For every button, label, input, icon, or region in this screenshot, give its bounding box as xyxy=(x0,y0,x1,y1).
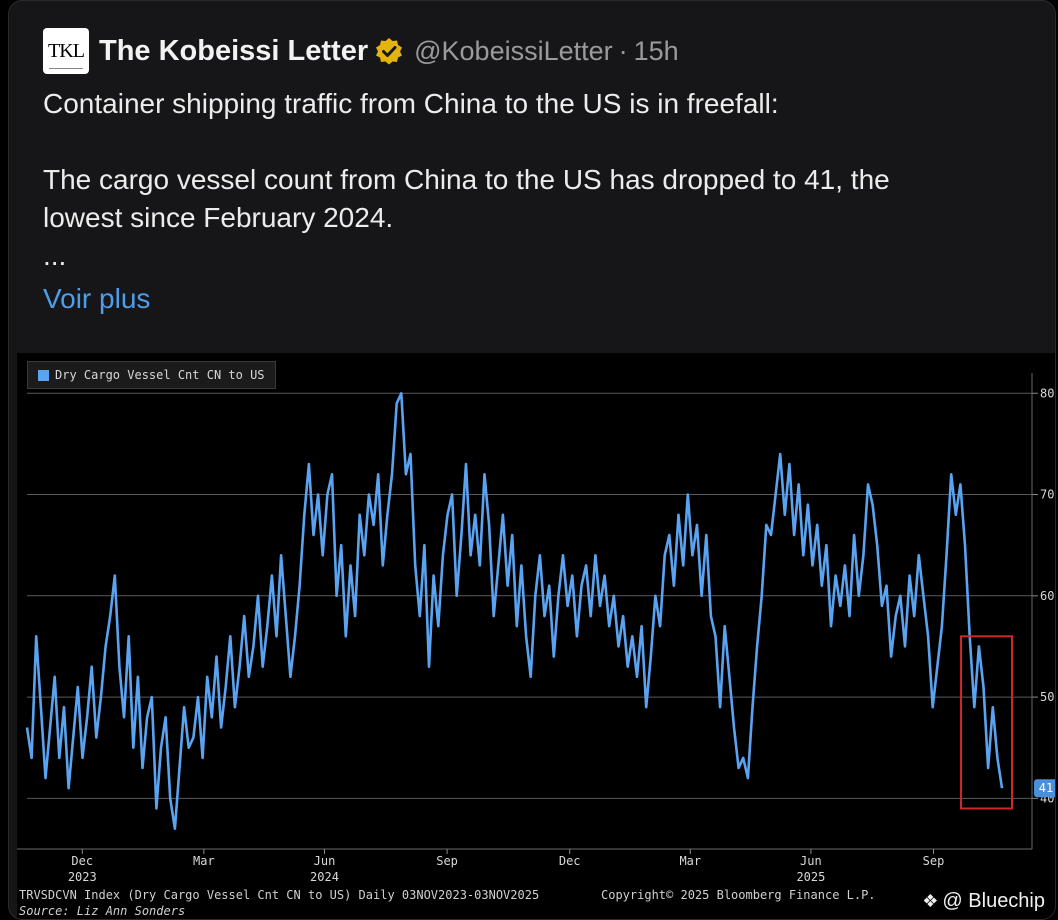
ytick-label-50: 50 xyxy=(1040,690,1054,704)
watermark: ❖ @ Bluechip xyxy=(922,890,1045,913)
xtick-label-3: Sep xyxy=(436,854,458,868)
see-more-link[interactable]: Voir plus xyxy=(43,283,151,314)
author-name[interactable]: The Kobeissi Letter xyxy=(99,34,369,67)
xtick-label-4: Dec xyxy=(559,854,581,868)
chart-copyright: Copyright© 2025 Bloomberg Finance L.P. xyxy=(601,888,876,902)
chart-index-line: TRVSDCVN Index (Dry Cargo Vessel Cnt CN … xyxy=(19,888,540,902)
tweet-line-1: Container shipping traffic from China to… xyxy=(43,88,779,119)
tweet-ellipsis: ... xyxy=(43,240,67,271)
legend-label: Dry Cargo Vessel Cnt CN to US xyxy=(55,368,265,382)
xtick-year-0: 2023 xyxy=(68,870,97,884)
avatar[interactable]: TKL xyxy=(43,28,89,74)
last-value-tag xyxy=(1034,779,1055,798)
watermark-text: @ Bluechip xyxy=(942,890,1045,912)
chart-source: Source: Liz Ann Sonders xyxy=(19,904,186,918)
xtick-year-2: 2024 xyxy=(310,870,339,884)
xtick-label-6: Jun xyxy=(800,854,822,868)
ytick-label-80: 80 xyxy=(1040,386,1054,400)
ytick-label-60: 60 xyxy=(1040,589,1054,603)
chart-legend: Dry Cargo Vessel Cnt CN to US xyxy=(27,361,276,389)
verified-badge-icon xyxy=(376,38,403,65)
watermark-logo-icon: ❖ xyxy=(922,891,939,911)
tweet-line-2: The cargo vessel count from China to the… xyxy=(43,164,890,195)
legend-swatch xyxy=(38,369,49,381)
chart-image[interactable]: 40 50 60 70 80 Dec 2023 Mar Jun 2024 Sep Dec Mar Jun 2… xyxy=(17,353,1055,919)
tweet-card[interactable]: TKL The Kobeissi Letter @KobeissiLetter … xyxy=(8,0,1056,920)
last-value-label: 41 xyxy=(1039,781,1053,795)
xtick-label-5: Mar xyxy=(679,854,701,868)
author-handle[interactable]: @KobeissiLetter xyxy=(414,35,613,66)
highlight-box xyxy=(960,635,1014,810)
series-line-0 xyxy=(25,391,1004,831)
ytick-label-70: 70 xyxy=(1040,488,1054,502)
xtick-label-2: Jun xyxy=(314,854,336,868)
xtick-label-1: Mar xyxy=(193,854,215,868)
avatar-text: TKL xyxy=(48,39,85,62)
xtick-label-7: Sep xyxy=(923,854,945,868)
tweet-time[interactable]: 15h xyxy=(633,35,679,66)
xtick-label-0: Dec xyxy=(71,854,93,868)
tweet-body: Container shipping traffic from China to… xyxy=(43,85,1023,275)
separator-dot: · xyxy=(618,35,628,66)
xtick-year-6: 2025 xyxy=(796,870,825,884)
tweet-header: TKL The Kobeissi Letter @KobeissiLetter … xyxy=(43,27,679,75)
tweet-line-3: lowest since February 2024. xyxy=(43,202,394,233)
